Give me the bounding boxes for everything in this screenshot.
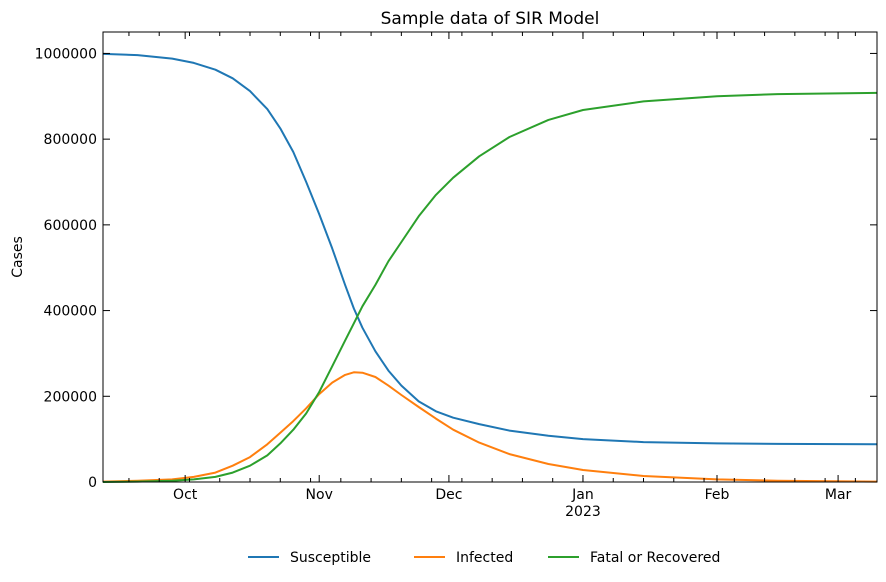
series-line-1 [102, 371, 878, 483]
x-tick-sublabel-3: 2023 [565, 504, 601, 520]
x-tick-label-0: Oct [173, 487, 198, 503]
y-tick-label-3: 600000 [44, 218, 97, 234]
chart-title: Sample data of SIR Model [381, 9, 600, 29]
y-tick-label-2: 400000 [44, 304, 97, 320]
legend: Susceptible Infected Fatal or Recovered [248, 550, 720, 566]
series-line-0 [102, 52, 878, 446]
legend-label-1: Infected [456, 550, 513, 566]
y-tick-label-1: 200000 [44, 389, 97, 405]
x-tick-label-3: Jan [571, 487, 594, 503]
x-tick-label-2: Dec [435, 487, 462, 503]
y-tick-label-4: 800000 [44, 132, 97, 148]
series-line-2 [102, 91, 878, 483]
legend-label-0: Susceptible [290, 550, 371, 566]
plot-frame [102, 31, 878, 483]
x-tick-label-1: Nov [306, 487, 333, 503]
y-tick-label-5: 1000000 [35, 46, 97, 62]
y-tick-label-0: 0 [88, 475, 97, 491]
x-tick-label-4: Feb [705, 487, 730, 503]
y-axis-label: Cases [10, 236, 26, 278]
series-layer [102, 52, 878, 483]
legend-label-2: Fatal or Recovered [590, 550, 720, 566]
x-tick-label-5: Mar [825, 487, 852, 503]
